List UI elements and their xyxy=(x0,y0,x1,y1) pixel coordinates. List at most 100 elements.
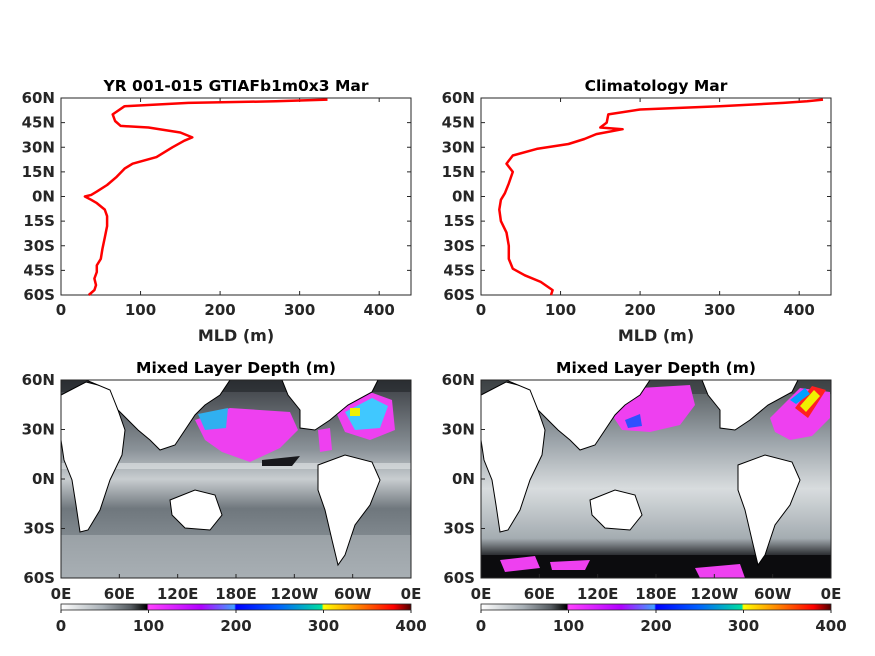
x-tick-label: 300 xyxy=(704,301,735,319)
y-tick-label: 30N xyxy=(442,421,475,439)
x-tick-label: 120W xyxy=(270,585,318,603)
x-tick-label: 200 xyxy=(204,301,235,319)
panel3-south-america xyxy=(317,454,381,567)
y-tick-label: 30S xyxy=(23,237,55,255)
panel-top-left: YR 001-015 GTIAFb1m0x3 Mar 60N45N30N15N0… xyxy=(22,77,412,345)
x-tick-label: 200 xyxy=(624,301,655,319)
colorbar-tick-label: 400 xyxy=(815,617,846,635)
x-tick-label: 100 xyxy=(125,301,156,319)
y-tick-label: 0N xyxy=(452,188,475,206)
x-tick-label: 60W xyxy=(754,585,792,603)
panel3-australia xyxy=(169,489,223,531)
x-tick-label: 120W xyxy=(690,585,738,603)
y-tick-label: 60N xyxy=(22,371,55,389)
y-tick-label: 30S xyxy=(23,520,55,538)
y-tick-label: 30N xyxy=(442,138,475,156)
panel2-y-ticks: 60N 45N 30N 15N 0N 15S 30S 45S 60S xyxy=(442,89,831,304)
y-tick-label: 60S xyxy=(443,569,475,587)
panel3-eurasia xyxy=(85,379,231,451)
x-tick-label: 120E xyxy=(157,585,199,603)
x-tick-label: 60E xyxy=(104,585,135,603)
colorbar-tick-label: 300 xyxy=(308,617,339,635)
colorbar-tick-label: 100 xyxy=(553,617,584,635)
panel2-series xyxy=(498,98,824,296)
x-tick-label: 0E xyxy=(821,585,842,603)
x-tick-label: 0 xyxy=(476,301,486,319)
x-tick-label: 180E xyxy=(635,585,677,603)
x-tick-label: 60E xyxy=(524,585,555,603)
x-tick-label: 60W xyxy=(334,585,372,603)
y-tick-label: 45N xyxy=(22,114,55,132)
x-tick-label: 0E xyxy=(471,585,492,603)
mld-profile-line xyxy=(498,98,824,296)
colorbar-tick-label: 300 xyxy=(728,617,759,635)
colorbar-tick-label: 100 xyxy=(133,617,164,635)
panel1-x-ticks: 0 100 200 300 400 xyxy=(56,98,395,319)
panel4-south-america xyxy=(737,454,801,567)
panel3-title: Mixed Layer Depth (m) xyxy=(136,359,336,377)
colorbar-tick-label: 200 xyxy=(640,617,671,635)
colorbar-tick-label: 0 xyxy=(56,617,66,635)
panel1-y-ticks: 60N 45N 30N 15N 0N 15S 30S 45S 60S xyxy=(22,89,411,304)
panel4-title: Mixed Layer Depth (m) xyxy=(556,359,756,377)
y-tick-label: 60S xyxy=(443,286,475,304)
x-tick-label: 0 xyxy=(56,301,66,319)
colorbar-tick-label: 200 xyxy=(220,617,251,635)
panel1-series xyxy=(83,98,328,296)
panel3-colorbar: 0 100 200 300 400 xyxy=(56,603,427,635)
panel4-y-ticks: 60N 30N 0N 30S 60S xyxy=(442,371,485,587)
panel4-colorbar: 0 100 200 300 400 xyxy=(476,603,847,635)
y-tick-label: 30S xyxy=(443,237,475,255)
panel1-axes-frame xyxy=(60,97,412,296)
y-tick-label: 60N xyxy=(22,89,55,107)
y-tick-label: 0N xyxy=(32,188,55,206)
x-tick-label: 100 xyxy=(545,301,576,319)
y-tick-label: 60N xyxy=(442,371,475,389)
panel4-australia xyxy=(589,489,643,531)
panel3-map xyxy=(60,379,412,579)
y-tick-label: 0N xyxy=(32,470,55,488)
panel4-eurasia xyxy=(505,379,651,451)
y-tick-label: 45S xyxy=(23,261,55,279)
y-tick-label: 15N xyxy=(442,163,475,181)
y-tick-label: 60S xyxy=(23,286,55,304)
x-tick-label: 400 xyxy=(364,301,395,319)
panel-top-right: Climatology Mar 60N45N30N15N0N15S30S45S6… xyxy=(442,77,832,345)
x-tick-label: 0E xyxy=(51,585,72,603)
y-tick-label: 30S xyxy=(443,520,475,538)
panel3-north-america xyxy=(281,379,379,431)
y-tick-label: 45S xyxy=(443,261,475,279)
panel1-x-axis-label: MLD (m) xyxy=(198,326,274,345)
x-tick-label: 400 xyxy=(784,301,815,319)
panel2-x-ticks: 0 100 200 300 400 xyxy=(476,98,815,319)
y-tick-label: 30N xyxy=(22,138,55,156)
colorbar-tick-label: 400 xyxy=(395,617,426,635)
x-tick-label: 0E xyxy=(401,585,422,603)
y-tick-label: 60S xyxy=(23,569,55,587)
colorbar-tick-label: 0 xyxy=(476,617,486,635)
panel4-x-ticks: 0E 60E 120E 180E 120W 60W 0E xyxy=(471,574,842,603)
panel2-axes-frame xyxy=(480,97,832,296)
panel3-y-ticks: 60N 30N 0N 30S 60S xyxy=(22,371,65,587)
panel1-title: YR 001-015 GTIAFb1m0x3 Mar xyxy=(103,77,369,95)
panel4-north-america xyxy=(701,379,799,431)
mld-profile-line xyxy=(83,98,328,296)
y-tick-label: 60N xyxy=(442,89,475,107)
x-tick-label: 300 xyxy=(284,301,315,319)
y-tick-label: 15S xyxy=(443,212,475,230)
x-tick-label: 120E xyxy=(577,585,619,603)
x-tick-label: 180E xyxy=(215,585,257,603)
panel3-x-ticks: 0E 60E 120E 180E 120W 60W 0E xyxy=(51,574,422,603)
y-tick-label: 45N xyxy=(442,114,475,132)
panel3-colorbar-ticks: 0 100 200 300 400 xyxy=(56,610,427,635)
panel2-x-axis-label: MLD (m) xyxy=(618,326,694,345)
y-tick-label: 30N xyxy=(22,421,55,439)
y-tick-label: 15N xyxy=(22,163,55,181)
y-tick-label: 15S xyxy=(23,212,55,230)
y-tick-label: 0N xyxy=(452,470,475,488)
panel2-title: Climatology Mar xyxy=(585,77,728,95)
panel4-colorbar-ticks: 0 100 200 300 400 xyxy=(476,610,847,635)
